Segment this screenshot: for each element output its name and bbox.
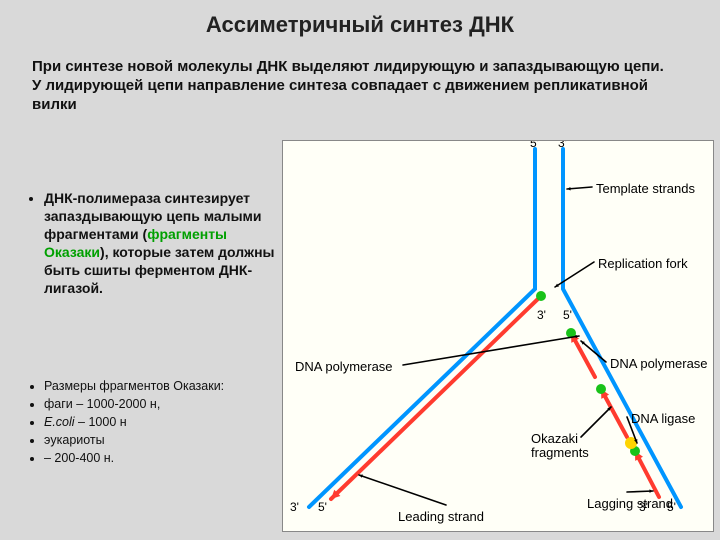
svg-text:Leading strand: Leading strand [398, 509, 484, 524]
svg-text:Lagging strand: Lagging strand [587, 496, 673, 511]
svg-text:3': 3' [290, 500, 299, 514]
diagram-svg: 5'3'3'5'3'5'3'5'Template strandsReplicat… [283, 141, 713, 531]
svg-text:5': 5' [530, 141, 539, 150]
svg-text:5': 5' [563, 308, 572, 322]
size-line-2: фаги – 1000-2000 н, [44, 396, 276, 413]
slide-title: Ассиметричный синтез ДНК [0, 12, 720, 38]
main-bullet-block: ДНК-полимераза синтезирует запаздывающую… [28, 190, 276, 299]
svg-text:Replication fork: Replication fork [598, 256, 688, 271]
replication-diagram: 5'3'3'5'3'5'3'5'Template strandsReplicat… [282, 140, 714, 532]
svg-text:Template strands: Template strands [596, 181, 695, 196]
svg-text:DNA ligase: DNA ligase [631, 411, 695, 426]
svg-text:3': 3' [558, 141, 567, 150]
svg-text:5': 5' [318, 500, 327, 514]
svg-text:DNA polymerase: DNA polymerase [610, 356, 708, 371]
svg-text:3': 3' [537, 308, 546, 322]
size-line-3: E.coli – 1000 н [44, 414, 276, 431]
svg-text:Okazakifragments: Okazakifragments [531, 431, 589, 460]
intro-text: При синтезе новой молекулы ДНК выделяют … [32, 58, 688, 114]
size-bullets: Размеры фрагментов Оказаки: фаги – 1000-… [28, 378, 276, 467]
size-line-1: Размеры фрагментов Оказаки: [44, 378, 276, 395]
size-line-4: эукариоты [44, 432, 276, 449]
size-line-5: – 200-400 н. [44, 450, 276, 467]
svg-text:DNA polymerase: DNA polymerase [295, 359, 393, 374]
